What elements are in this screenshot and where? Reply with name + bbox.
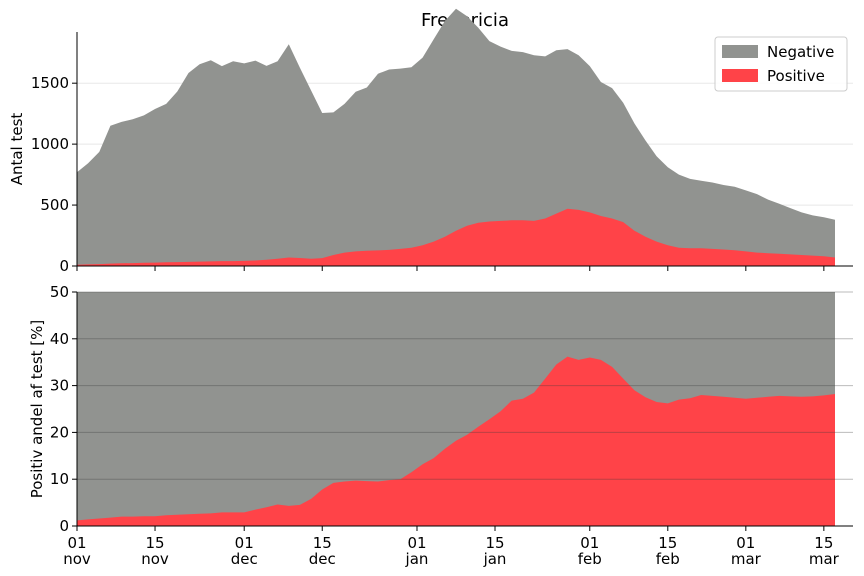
top-area-negative (77, 8, 835, 267)
bottom-area-series (77, 292, 835, 526)
bottom-area-positive (77, 356, 835, 526)
bottom-y-tick-label: 50 (50, 283, 69, 301)
x-tick-label-day: 15 (485, 534, 504, 552)
legend-label-negative: Negative (767, 43, 834, 61)
x-tick-label-month: mar (809, 550, 840, 568)
bottom-y-tick-label: 20 (50, 423, 69, 441)
x-tick-label-month: jan (405, 550, 429, 568)
bottom-x-ticks: 01nov15nov01dec15dec01jan15jan01feb15feb… (63, 526, 840, 568)
x-tick-label-day: 15 (814, 534, 833, 552)
x-tick-label-day: 01 (235, 534, 254, 552)
top-y-axis-label: Antal test (8, 113, 26, 186)
top-y-ticks: 0 500 1000 1500 (31, 74, 77, 275)
top-x-ticks (76, 266, 825, 271)
x-tick-label-day: 15 (313, 534, 332, 552)
x-tick-label-day: 15 (145, 534, 164, 552)
x-tick-label-day: 01 (580, 534, 599, 552)
x-tick-label-month: nov (141, 550, 169, 568)
bottom-y-axis-label: Positiv andel af test [%] (28, 320, 46, 499)
x-tick-label-day: 15 (658, 534, 677, 552)
bottom-gridlines (77, 291, 853, 480)
x-tick-label-day: 01 (67, 534, 86, 552)
x-tick-label-day: 01 (736, 534, 755, 552)
top-y-tick-label: 1500 (31, 74, 69, 92)
top-area-series (77, 8, 835, 267)
legend-swatch-positive (722, 69, 758, 82)
x-tick-label-month: nov (63, 550, 91, 568)
bottom-y-ticks: 0 10 20 30 40 50 (50, 283, 77, 535)
bottom-y-tick-label: 0 (59, 517, 69, 535)
legend: Negative Positive (714, 36, 848, 92)
x-tick-label-month: mar (731, 550, 762, 568)
top-y-tick-label: 500 (40, 196, 69, 214)
bottom-y-tick-label: 30 (50, 377, 69, 395)
legend-label-positive: Positive (767, 67, 825, 85)
x-tick-label-month: dec (309, 550, 336, 568)
x-tick-label-month: feb (578, 550, 602, 568)
bottom-y-tick-label: 10 (50, 470, 69, 488)
top-y-tick-label: 1000 (31, 135, 69, 153)
x-tick-label-month: feb (656, 550, 680, 568)
x-tick-label-month: jan (483, 550, 507, 568)
x-tick-label-month: dec (231, 550, 258, 568)
bottom-y-tick-label: 40 (50, 330, 69, 348)
top-area-positive (77, 208, 835, 266)
x-tick-label-day: 01 (407, 534, 426, 552)
top-panel: 0 500 1000 1500 Antal test Negative Positiv… (8, 8, 853, 275)
legend-swatch-negative (722, 45, 758, 58)
top-y-tick-label: 0 (59, 257, 69, 275)
